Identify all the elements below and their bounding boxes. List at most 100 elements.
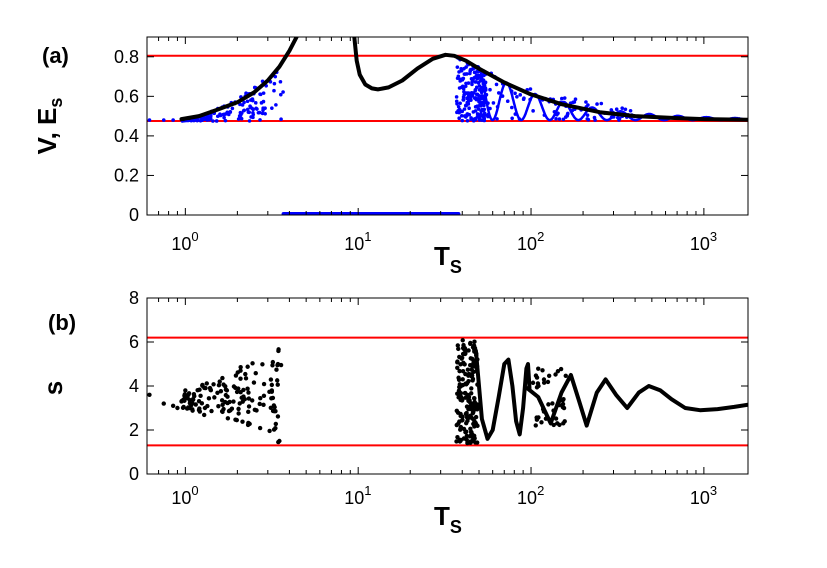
data-point: [279, 117, 283, 122]
data-point: [251, 112, 256, 117]
y-tick-label: 6: [129, 332, 139, 352]
data-point: [211, 119, 215, 123]
data-point: [458, 411, 463, 417]
data-point: [201, 412, 207, 418]
data-point: [269, 388, 275, 393]
data-point: [464, 433, 470, 439]
data-point: [275, 362, 280, 368]
data-point: [225, 416, 231, 421]
data-point: [195, 387, 200, 393]
data-point: [460, 338, 465, 343]
data-point: [536, 366, 541, 371]
data-point: [558, 366, 564, 372]
data-point: [198, 119, 203, 123]
data-point: [572, 100, 577, 104]
data-point: [484, 92, 489, 97]
data-point: [267, 428, 272, 434]
data-point: [218, 389, 224, 394]
data-point: [257, 110, 262, 115]
data-point: [472, 339, 477, 344]
data-point: [454, 95, 459, 99]
axes-box: [146, 297, 749, 475]
data-point: [246, 409, 251, 415]
series-curve: [525, 373, 748, 428]
data-point: [585, 113, 590, 117]
data-point: [250, 98, 255, 103]
data-point: [466, 394, 472, 400]
data-point: [457, 107, 462, 112]
data-point: [457, 116, 461, 121]
data-point: [259, 101, 264, 105]
data-point: [223, 118, 228, 123]
y-tick-label: 0: [129, 464, 139, 484]
data-point: [239, 395, 244, 400]
data-point: [476, 80, 481, 85]
data-point: [518, 93, 523, 97]
data-point: [219, 409, 225, 414]
data-point: [270, 106, 274, 110]
data-point: [557, 422, 562, 428]
data-point: [459, 113, 464, 118]
data-point: [513, 112, 518, 116]
data-point: [456, 388, 462, 393]
data-point: [215, 390, 220, 396]
data-point: [456, 421, 461, 426]
x-tick-label: 100: [171, 483, 198, 508]
data-point: [468, 71, 472, 76]
data-point: [464, 65, 468, 69]
y-tick-label: 0.4: [114, 126, 139, 146]
data-point: [457, 110, 461, 115]
data-point: [161, 118, 166, 122]
data-point: [542, 113, 547, 117]
data-point: [251, 380, 257, 385]
data-point: [268, 377, 274, 382]
data-point: [196, 407, 202, 413]
data-point: [281, 90, 285, 94]
panel-label: (b): [48, 310, 76, 335]
data-point: [469, 117, 473, 122]
data-point: [536, 383, 541, 389]
data-point: [614, 107, 619, 112]
data-point: [465, 112, 470, 116]
data-point: [477, 115, 482, 120]
data-point: [495, 104, 500, 109]
data-point: [253, 371, 258, 376]
x-tick-label: 103: [690, 483, 717, 508]
data-point: [270, 363, 275, 368]
data-point: [483, 113, 487, 117]
data-point: [462, 107, 467, 111]
data-point: [509, 105, 514, 110]
data-point: [473, 88, 478, 92]
data-point: [248, 105, 253, 110]
data-point: [455, 65, 460, 69]
data-point: [595, 102, 599, 106]
data-point: [528, 87, 533, 91]
data-point: [216, 404, 221, 409]
data-point: [566, 111, 570, 116]
data-point: [465, 367, 471, 372]
data-point: [473, 96, 478, 100]
data-point: [540, 368, 545, 373]
data-point: [215, 114, 220, 119]
data-point: [251, 107, 256, 112]
data-point: [247, 119, 252, 123]
data-point: [181, 397, 186, 402]
data-point: [257, 401, 262, 407]
data-point: [476, 107, 481, 111]
data-point: [466, 102, 471, 106]
data-point: [269, 382, 275, 388]
data-point: [204, 381, 209, 386]
data-point: [242, 108, 247, 113]
data-point: [209, 114, 213, 118]
data-point: [455, 343, 460, 348]
data-point: [240, 419, 245, 424]
data-point: [481, 100, 486, 105]
data-point: [219, 398, 225, 403]
y-tick-label: 8: [129, 288, 139, 308]
data-point: [275, 382, 280, 387]
data-point: [261, 91, 266, 95]
data-point: [212, 395, 217, 400]
data-point: [545, 379, 551, 385]
x-tick-label: 101: [344, 229, 371, 254]
